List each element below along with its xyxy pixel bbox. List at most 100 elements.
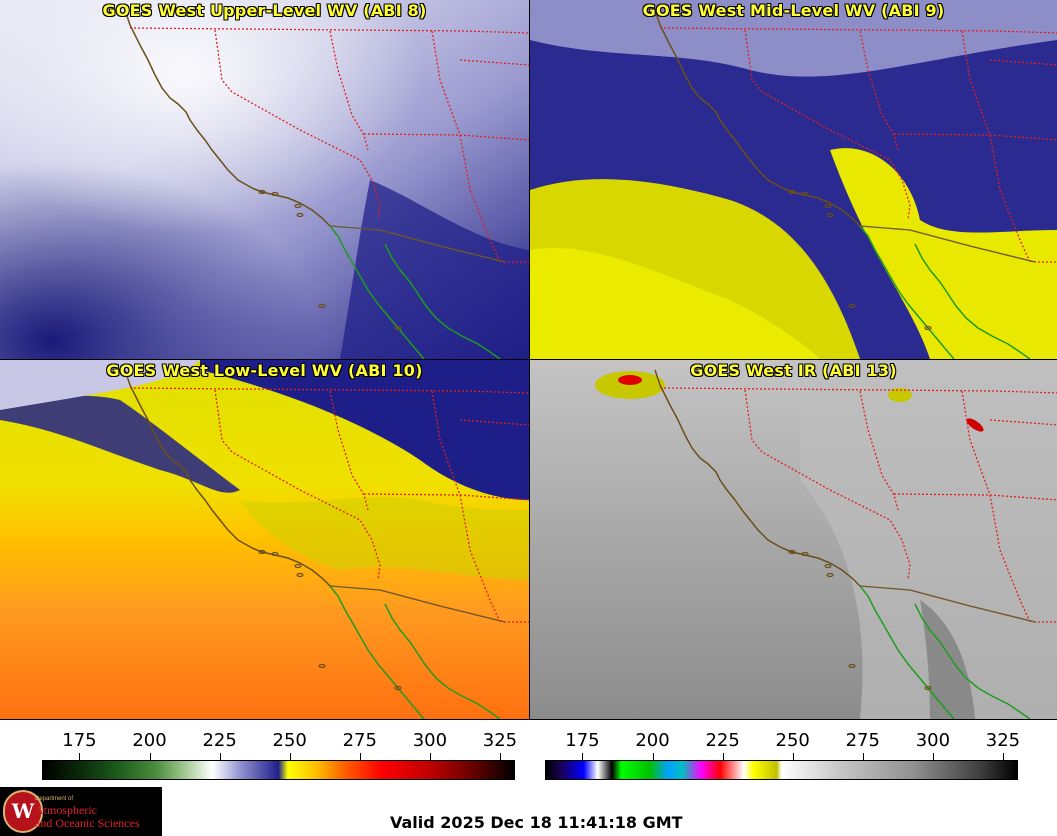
colorbar-water-vapor (42, 760, 515, 780)
mexico-coastline (859, 585, 1031, 719)
state-border (431, 30, 501, 263)
colorbar-tick (792, 753, 794, 760)
logo-dept-text: Department of (35, 796, 74, 802)
island-outline (271, 191, 279, 197)
map-upper-level-wv (0, 0, 529, 359)
coastline (124, 9, 331, 227)
panel-title: GOES West Upper-Level WV (ABI 8) (102, 1, 427, 20)
panel-divider-bottom (0, 719, 1057, 720)
island-outline (271, 551, 279, 557)
colorbar-tick-label: 200 (635, 730, 670, 751)
panel-title: GOES West IR (ABI 13) (690, 361, 897, 380)
colorbar-tick-label: 300 (412, 730, 448, 751)
island-outline (826, 212, 834, 218)
colorbar-tick-label: 250 (272, 730, 307, 751)
state-border (909, 589, 1057, 623)
colorbar-tick (932, 753, 934, 760)
map-mid-level-wv (530, 0, 1057, 359)
logo-line-2: and Oceanic Sciences (35, 816, 140, 830)
colorbar-tick (289, 753, 291, 760)
state-border (989, 419, 1057, 426)
panel-upper-level-wv: GOES West Upper-Level WV (ABI 8) (0, 0, 529, 359)
state-border (659, 27, 1057, 34)
state-border (744, 389, 911, 581)
state-border (379, 229, 529, 263)
island-outline (924, 325, 932, 331)
colorbar-tick-label: 175 (565, 730, 600, 751)
island-outline (801, 191, 809, 197)
colorbar-tick-label: 325 (985, 730, 1021, 751)
colorbar-tick-label: 225 (705, 730, 740, 751)
panel-title: GOES West Mid-Level WV (ABI 9) (642, 1, 945, 20)
state-border (214, 389, 381, 581)
map-ir (530, 360, 1057, 719)
international-border (859, 585, 1036, 623)
panel-title: GOES West Low-Level WV (ABI 10) (106, 361, 423, 380)
colorbar-tick-label: 325 (482, 730, 518, 751)
state-border (909, 229, 1057, 263)
colorbar-tick (722, 753, 724, 760)
mexico-coastline (329, 585, 501, 719)
island-outline (848, 303, 856, 309)
colorbar-tick-label: 175 (62, 730, 97, 751)
colorbar-tick-label: 250 (775, 730, 810, 751)
island-outline (824, 203, 832, 209)
panel-mid-level-wv: GOES West Mid-Level WV (ABI 9) (530, 0, 1057, 359)
colorbar-tick (499, 753, 501, 760)
colorbar-tick (582, 753, 584, 760)
colorbar-tick (862, 753, 864, 760)
aos-logo: W Department of Atmospheric and Oceanic … (0, 787, 162, 836)
state-border (129, 27, 529, 34)
international-border (329, 225, 506, 263)
colorbar-tick (1002, 753, 1004, 760)
island-outline (296, 212, 304, 218)
coastline (654, 369, 861, 587)
state-border (961, 390, 1031, 623)
panel-ir: GOES West IR (ABI 13) (530, 360, 1057, 719)
colorbar-tick-label: 275 (342, 730, 377, 751)
colorbar-tick (219, 753, 221, 760)
colorbar-tick (429, 753, 431, 760)
colorbar-tick-label: 200 (132, 730, 167, 751)
island-outline (788, 189, 796, 195)
coastline (654, 9, 861, 227)
valid-time: Valid 2025 Dec 18 11:41:18 GMT (390, 813, 683, 832)
island-outline (296, 572, 304, 578)
state-border (961, 30, 1031, 263)
uw-crest-icon: W (3, 790, 43, 833)
island-outline (788, 549, 796, 555)
state-border (431, 390, 501, 623)
panel-divider-horizontal (0, 359, 1057, 360)
panel-low-level-wv: GOES West Low-Level WV (ABI 10) (0, 360, 529, 719)
logo-line-1: Atmospheric (35, 803, 97, 817)
state-border (214, 29, 381, 221)
state-border (459, 59, 529, 66)
island-outline (318, 663, 326, 669)
state-border (459, 419, 529, 426)
colorbar-tick (652, 753, 654, 760)
island-outline (801, 551, 809, 557)
international-border (329, 585, 506, 623)
state-border (129, 387, 529, 394)
colorbar-tick (359, 753, 361, 760)
island-outline (394, 685, 402, 691)
state-border (744, 29, 911, 221)
island-outline (826, 572, 834, 578)
state-border (659, 387, 1057, 394)
island-outline (294, 203, 302, 209)
island-outline (924, 685, 932, 691)
mexico-coastline (859, 225, 1031, 359)
coastline (124, 369, 331, 587)
map-low-level-wv (0, 360, 529, 719)
colorbar-tick-label: 300 (915, 730, 951, 751)
colorbar-tick (79, 753, 81, 760)
island-outline (318, 303, 326, 309)
island-outline (848, 663, 856, 669)
island-outline (824, 563, 832, 569)
international-border (859, 225, 1036, 263)
colorbar-infrared (545, 760, 1018, 780)
colorbar-tick-label: 225 (202, 730, 237, 751)
state-border (989, 59, 1057, 66)
colorbar-tick (149, 753, 151, 760)
panel-divider-vertical (529, 0, 530, 720)
